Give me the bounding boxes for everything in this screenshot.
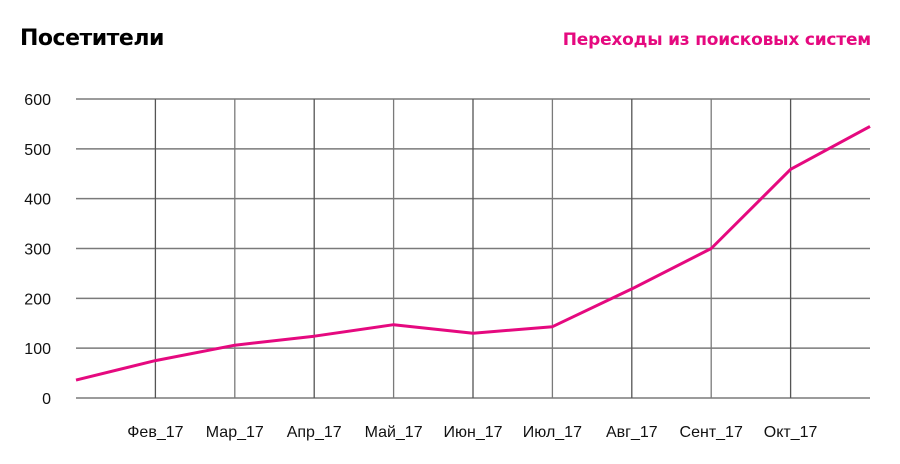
x-tick-label: Май_17 bbox=[365, 424, 423, 441]
x-tick-label: Окт_17 bbox=[764, 424, 818, 441]
y-tick-label: 0 bbox=[42, 391, 51, 408]
data-line bbox=[75, 125, 871, 382]
chart-title: Посетители bbox=[20, 26, 164, 51]
y-tick-label: 500 bbox=[24, 142, 51, 159]
x-tick-label: Июл_17 bbox=[523, 424, 582, 441]
x-axis-ticks: Фев_17 Мар_17 Апр_17 Май_17 Июн_17 Июл_17 Авг_… bbox=[127, 424, 817, 441]
x-tick-label: Сент_17 bbox=[680, 424, 743, 441]
x-tick-label: Мар_17 bbox=[206, 424, 264, 441]
y-axis-ticks: 0 100 200 300 400 500 600 bbox=[24, 92, 51, 408]
x-tick-label: Июн_17 bbox=[443, 424, 502, 441]
y-tick-label: 400 bbox=[24, 192, 51, 209]
x-tick-label: Фев_17 bbox=[127, 424, 183, 441]
grid-lines bbox=[76, 98, 870, 399]
y-tick-label: 300 bbox=[24, 242, 51, 259]
y-tick-label: 600 bbox=[24, 92, 51, 109]
x-tick-label: Апр_17 bbox=[287, 424, 342, 441]
x-tick-label: Авг_17 bbox=[606, 424, 658, 441]
series-legend-label: Переходы из поисковых систем bbox=[562, 30, 871, 50]
y-tick-label: 100 bbox=[24, 341, 51, 358]
y-tick-label: 200 bbox=[24, 291, 51, 308]
